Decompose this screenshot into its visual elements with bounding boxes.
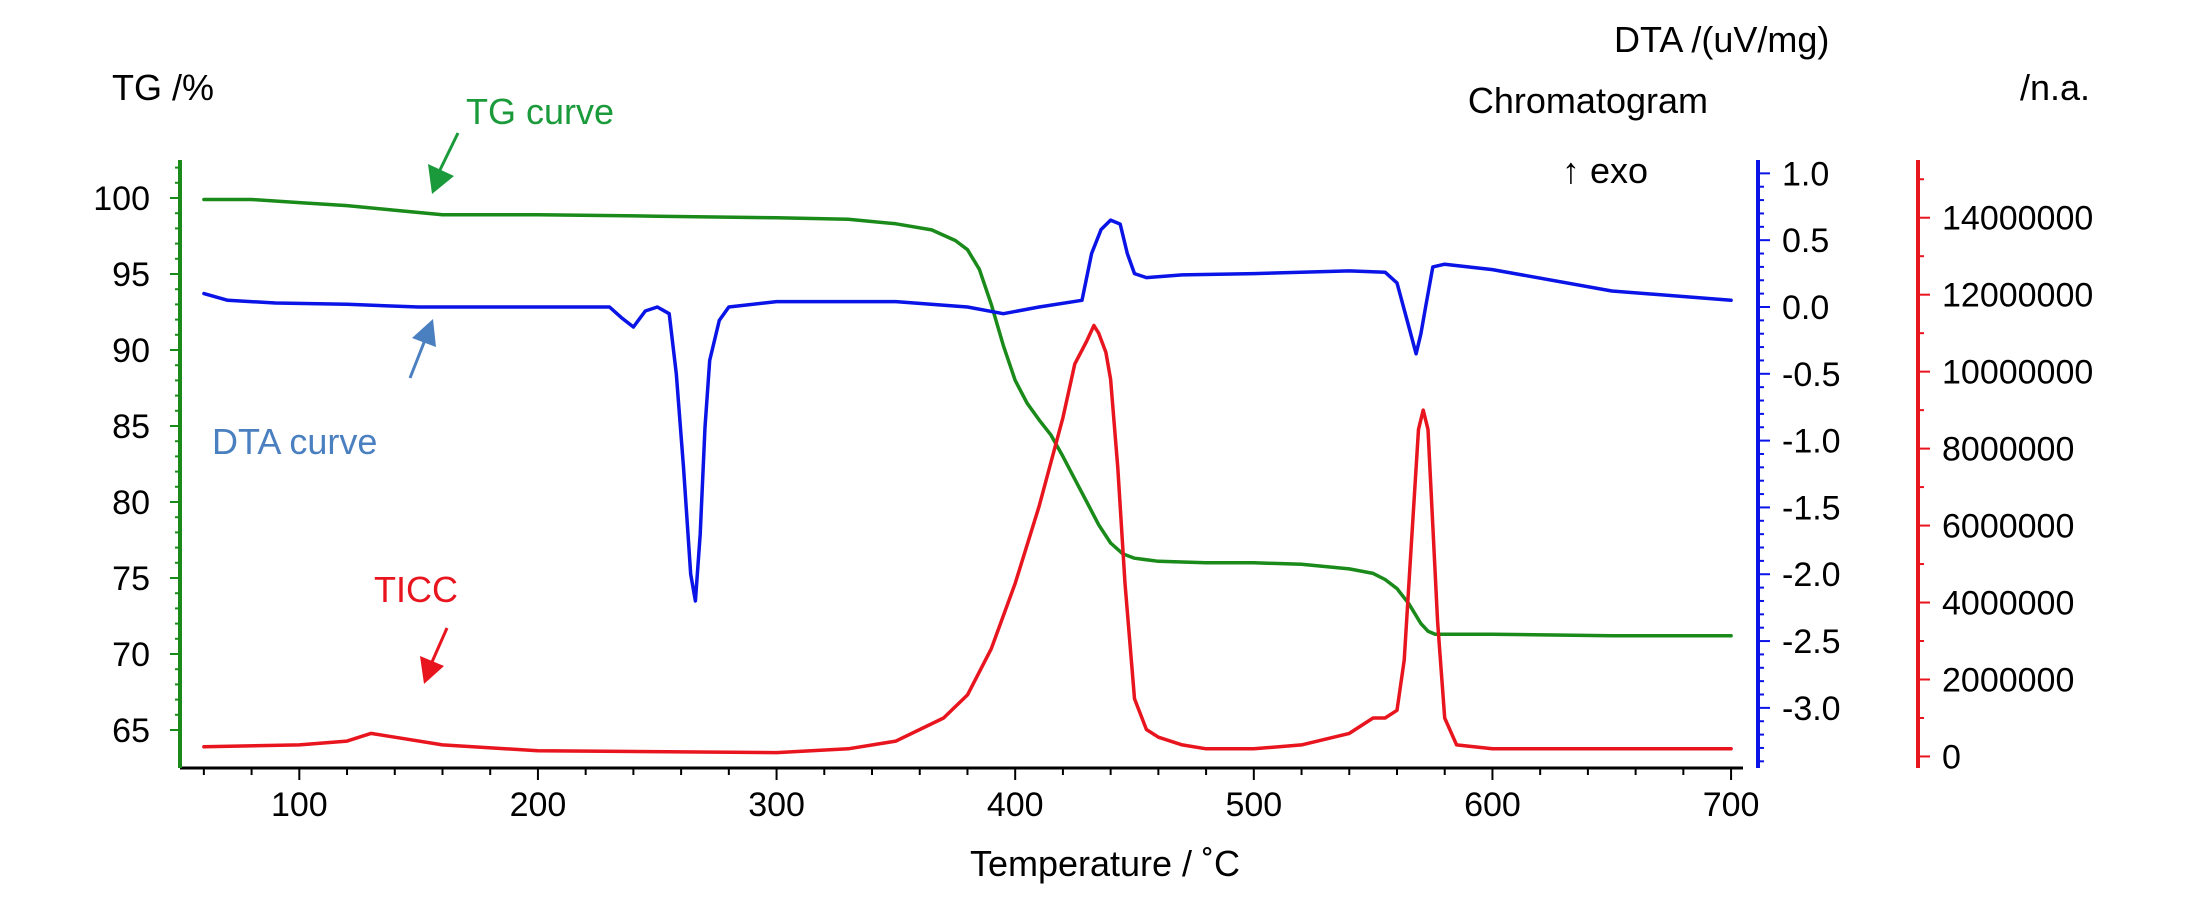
ticc-arrow-head [420, 656, 444, 684]
dta-curve-arrow-head [412, 319, 436, 347]
tg-tick-label: 70 [112, 636, 150, 674]
tg-tick-label: 90 [112, 332, 150, 370]
tg-tick-label: 100 [93, 180, 150, 218]
tg-tick-label: 95 [112, 256, 150, 294]
x-axis-title: Temperature / ˚C [970, 843, 1240, 884]
tg-tick-label: 85 [112, 408, 150, 446]
dta-tick-label: -0.5 [1782, 356, 1841, 394]
x-tick-label: 700 [1703, 786, 1760, 824]
series-line-chromatogram [202, 323, 1733, 755]
chromatogram-tick-label: 2000000 [1942, 661, 2074, 699]
chromatogram-tick-label: 6000000 [1942, 508, 2074, 546]
x-tick-label: 400 [987, 786, 1044, 824]
dta-tick-label: -2.0 [1782, 556, 1841, 594]
dta-tick-label: -2.5 [1782, 623, 1841, 661]
chromatogram-tick-label: 10000000 [1942, 354, 2093, 392]
dta-tick-label: -3.0 [1782, 690, 1841, 728]
chromatogram-axis-unit: /n.a. [2020, 67, 2090, 108]
ticc-arrow-line [430, 627, 449, 663]
dta-tick-label: -1.5 [1782, 489, 1841, 527]
dta-curve-annotation: DTA curve [212, 421, 377, 462]
chromatogram-tick-label: 0 [1942, 738, 1961, 776]
series-line-dta [202, 218, 1733, 603]
plot-layer [202, 197, 1733, 755]
tg-curve-annotation: TG curve [466, 91, 614, 132]
tg-curve-arrow-head [428, 164, 454, 194]
dta-axis-title: DTA /(uV/mg) [1614, 19, 1829, 60]
tg-tick-label: 75 [112, 560, 150, 598]
tg-tick-label: 65 [112, 712, 150, 750]
exo-direction-label: ↑ exo [1562, 150, 1648, 191]
x-tick-label: 100 [271, 786, 328, 824]
axes-layer: 100 200 300 400 500 600 700 65 70 75 80 85 90 95 100 -3… [93, 155, 2093, 824]
chromatogram-tick-label: 14000000 [1942, 200, 2093, 238]
chromatogram-tick-label: 8000000 [1942, 431, 2074, 469]
dta-tick-label: -1.0 [1782, 423, 1841, 461]
tg-axis-title: TG /% [112, 67, 214, 108]
chromatogram-axis-title: Chromatogram [1468, 80, 1708, 121]
tg-tick-label: 80 [112, 484, 150, 522]
tg-curve-arrow-line [436, 132, 460, 175]
x-tick-label: 300 [748, 786, 805, 824]
dta-tick-label: 1.0 [1782, 155, 1829, 193]
dta-tick-label: 0.0 [1782, 289, 1829, 327]
chromatogram-tick-label: 4000000 [1942, 585, 2074, 623]
x-tick-label: 500 [1225, 786, 1282, 824]
dta-curve-arrow-line [408, 339, 427, 379]
x-tick-label: 200 [510, 786, 567, 824]
x-tick-label: 600 [1464, 786, 1521, 824]
chromatogram-tick-label: 12000000 [1942, 277, 2093, 315]
dta-tick-label: 0.5 [1782, 222, 1829, 260]
ticc-annotation: TICC [374, 569, 458, 610]
